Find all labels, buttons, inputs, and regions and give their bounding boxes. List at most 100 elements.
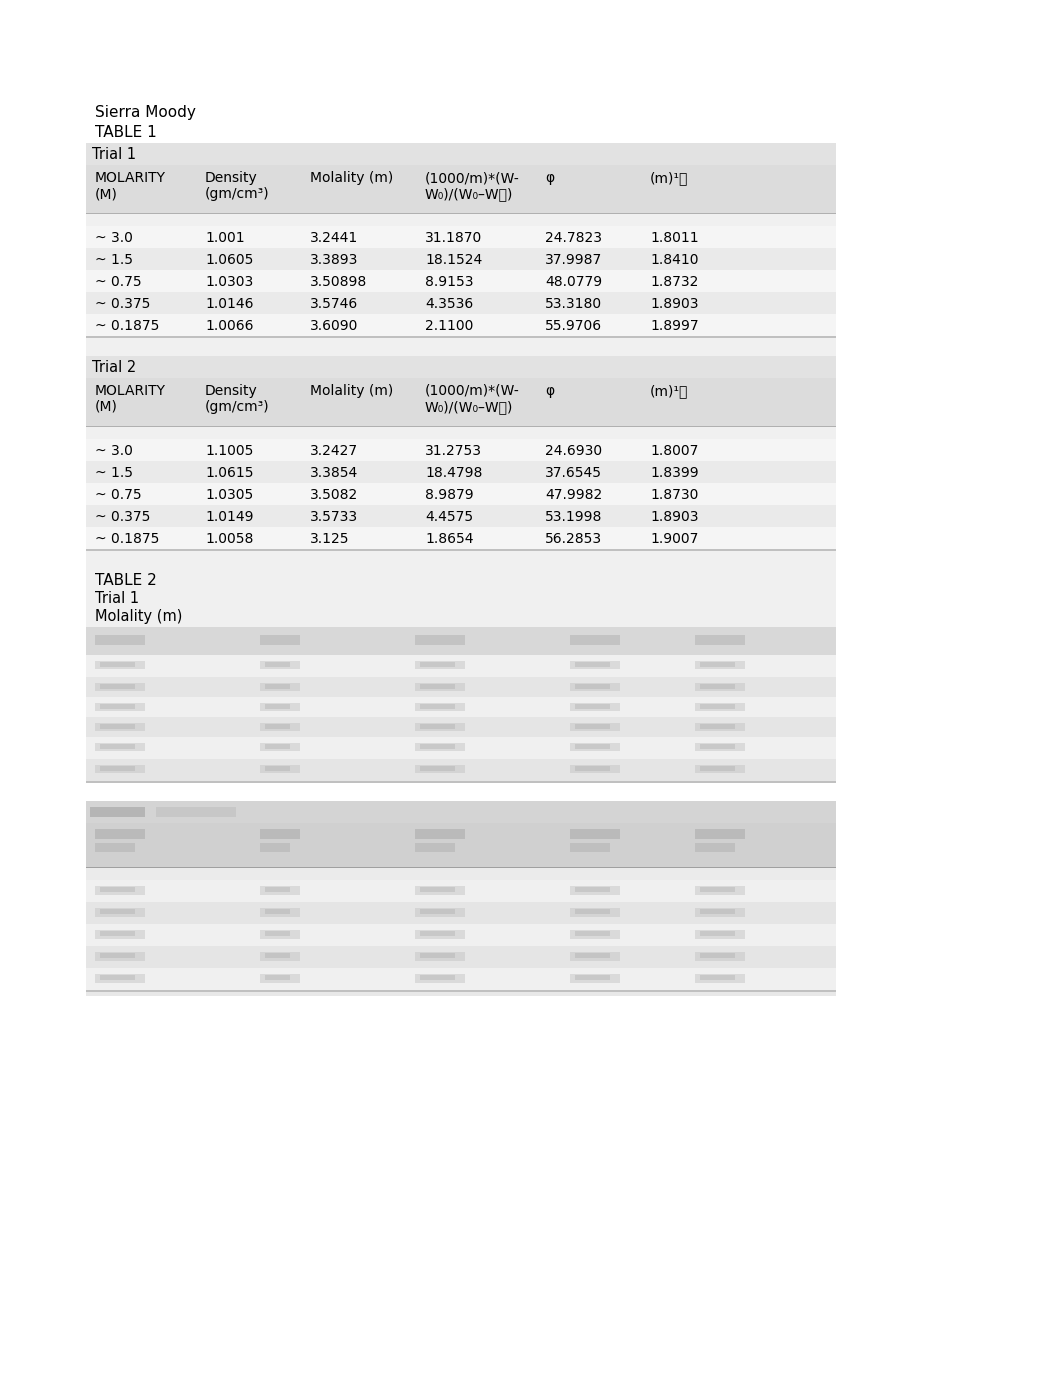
Bar [695,661,746,669]
Text: Trial 2: Trial 2 [92,359,136,375]
Text: 1.0305: 1.0305 [205,487,253,503]
Text: 18.4798: 18.4798 [425,465,482,481]
Text: φ: φ [545,384,554,398]
Text: 8.9879: 8.9879 [425,487,474,503]
Text: 55.9706: 55.9706 [545,319,602,333]
Text: (M): (M) [95,399,118,414]
Bar [570,661,620,669]
Bar [260,885,299,895]
Bar [260,974,299,983]
Bar [575,704,610,709]
Bar [415,635,465,644]
Text: MOLARITY: MOLARITY [95,171,166,185]
Bar [700,704,735,709]
Text: 3.3893: 3.3893 [310,253,358,267]
Bar [100,953,135,958]
Bar [700,975,735,980]
Text: Density: Density [205,171,258,185]
Bar [100,975,135,980]
Bar [575,744,610,749]
Bar [95,704,145,711]
Bar [415,907,465,917]
Bar [570,974,620,983]
Text: 1.0303: 1.0303 [205,275,253,289]
Text: 53.1998: 53.1998 [545,509,602,525]
Text: (1000/m)*(W-: (1000/m)*(W- [425,384,519,398]
Text: 3.2427: 3.2427 [310,443,358,459]
Text: 1.8903: 1.8903 [650,509,699,525]
Bar [575,975,610,980]
Bar [266,953,290,958]
Bar [695,766,746,772]
Bar [86,143,836,165]
Text: 24.6930: 24.6930 [545,443,602,459]
Bar [695,952,746,961]
Bar [415,683,465,691]
Bar [100,909,135,914]
Bar [700,953,735,958]
Text: Trial 1: Trial 1 [95,591,139,606]
Bar [260,829,299,839]
Bar [260,929,299,939]
Bar [95,952,145,961]
Bar [100,887,135,892]
Bar [695,635,746,644]
Text: 1.1005: 1.1005 [205,443,254,459]
Bar [86,677,836,697]
Bar [95,974,145,983]
Text: ~ 3.0: ~ 3.0 [95,231,133,245]
Bar [575,766,610,771]
Bar [266,662,290,666]
Text: 1.0066: 1.0066 [205,319,254,333]
Bar [419,704,455,709]
Text: 1.8399: 1.8399 [650,465,699,481]
Text: 31.2753: 31.2753 [425,443,482,459]
Text: 3.3854: 3.3854 [310,465,358,481]
Text: 1.8997: 1.8997 [650,319,699,333]
Bar [695,829,746,839]
Bar [695,744,746,750]
Bar [695,704,746,711]
Bar [266,931,290,936]
Bar [260,766,299,772]
Text: 8.9153: 8.9153 [425,275,474,289]
Text: ~ 0.1875: ~ 0.1875 [95,319,159,333]
Bar [95,907,145,917]
Text: Molality (m): Molality (m) [310,171,393,185]
Bar [100,766,135,771]
Bar [100,724,135,728]
Bar [570,929,620,939]
Bar [86,968,836,990]
Bar [415,885,465,895]
Bar [86,801,836,996]
Text: 56.2853: 56.2853 [545,532,602,547]
Bar [260,907,299,917]
Bar [415,974,465,983]
Bar [695,885,746,895]
Bar [86,801,836,823]
Bar [700,931,735,936]
Bar [266,887,290,892]
Bar [419,744,455,749]
Bar [419,684,455,688]
Bar [86,379,836,425]
Bar [260,843,290,852]
Bar [575,662,610,666]
Bar [100,684,135,688]
Bar [570,744,620,750]
Bar [86,717,836,737]
Bar [575,953,610,958]
Bar [695,843,735,852]
Bar [700,684,735,688]
Bar [86,292,836,314]
Bar [260,683,299,691]
Bar [266,744,290,749]
Bar [260,635,299,644]
Bar [570,723,620,731]
Bar [86,248,836,270]
Bar [419,724,455,728]
Bar [266,684,290,688]
Bar [570,766,620,772]
Bar [95,766,145,772]
Bar [95,635,145,644]
